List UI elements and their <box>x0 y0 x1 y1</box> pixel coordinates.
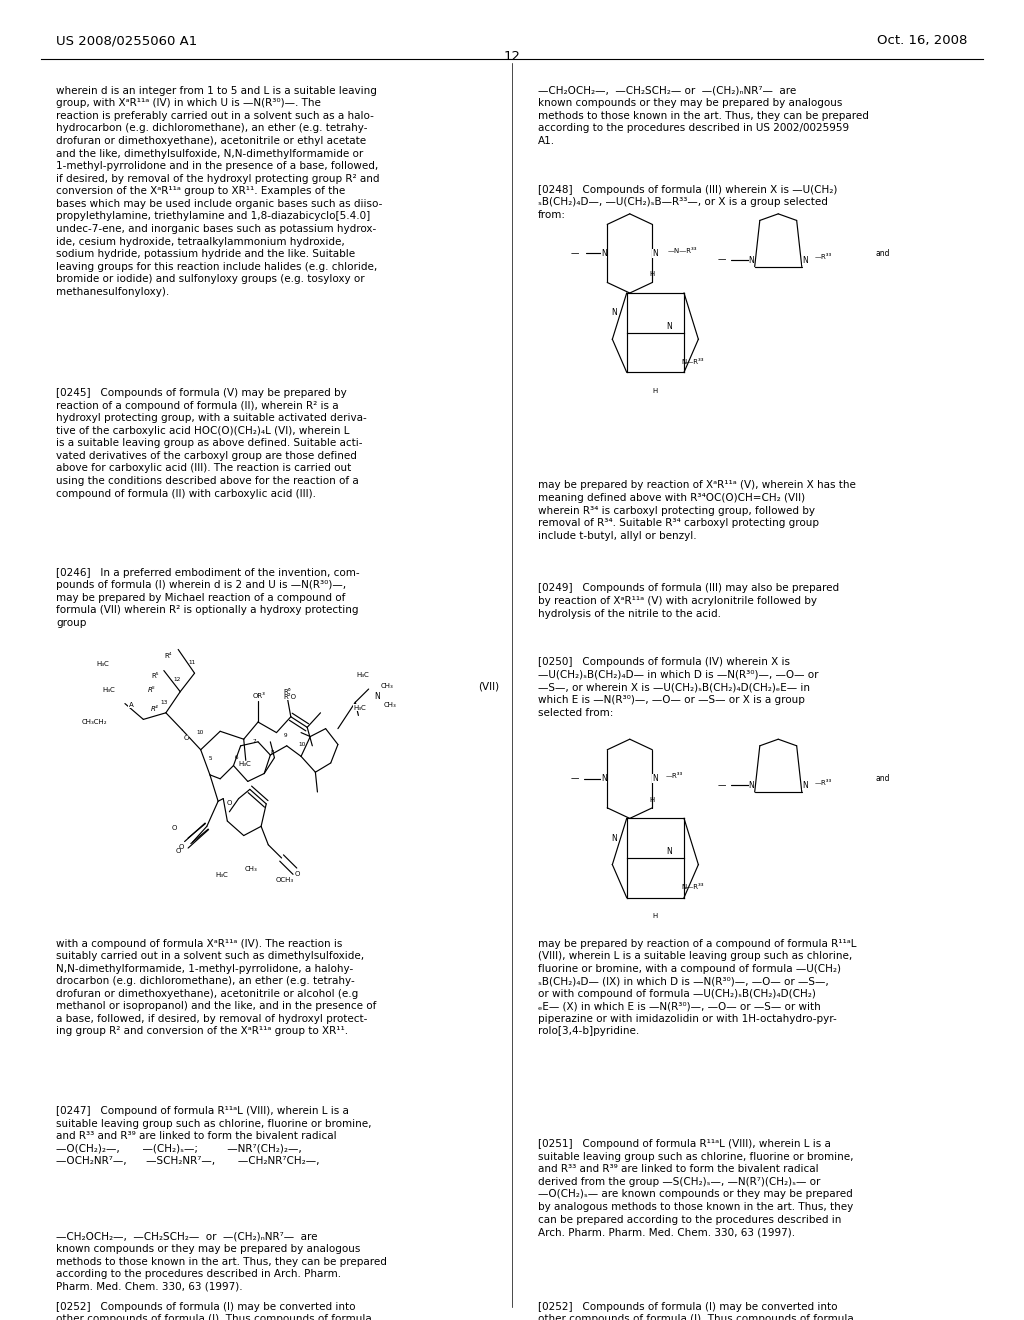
Text: H₃C: H₃C <box>96 660 109 667</box>
Text: CH₃: CH₃ <box>384 702 396 708</box>
Text: N—R³³: N—R³³ <box>681 884 703 890</box>
Text: —R³³: —R³³ <box>815 780 833 785</box>
Text: N: N <box>652 249 658 257</box>
Text: [0249]   Compounds of formula (III) may also be prepared
by reaction of XᵃR¹¹ᵃ (: [0249] Compounds of formula (III) may al… <box>538 583 839 619</box>
Text: 6: 6 <box>232 755 239 760</box>
Text: O: O <box>175 849 181 854</box>
Text: H₃C: H₃C <box>356 672 369 677</box>
Text: [0250]   Compounds of formula (IV) wherein X is
—U(CH₂)ₛB(CH₂)₄D— in which D is : [0250] Compounds of formula (IV) wherein… <box>538 657 818 718</box>
Text: 8: 8 <box>268 750 274 755</box>
Text: O: O <box>171 825 177 830</box>
Text: O: O <box>226 800 232 805</box>
Text: H: H <box>649 271 655 277</box>
Text: N: N <box>601 249 607 257</box>
Text: H₃C: H₃C <box>102 688 115 693</box>
Text: OCH₃: OCH₃ <box>275 878 294 883</box>
Text: R⁵: R⁵ <box>152 673 159 678</box>
Text: with a compound of formula XᵃR¹¹ᵃ (IV). The reaction is
suitably carried out in : with a compound of formula XᵃR¹¹ᵃ (IV). … <box>56 939 377 1036</box>
Text: N: N <box>601 775 607 783</box>
Text: and: and <box>876 249 890 257</box>
Text: may be prepared by reaction of a compound of formula R¹¹ᵃL
(VIII), wherein L is : may be prepared by reaction of a compoun… <box>538 939 856 1036</box>
Text: wherein d is an integer from 1 to 5 and L is a suitable leaving
group, with XᵃR¹: wherein d is an integer from 1 to 5 and … <box>56 86 383 297</box>
Text: H: H <box>649 796 655 803</box>
Text: 12: 12 <box>173 677 181 682</box>
Text: O: O <box>183 735 189 741</box>
Text: R⁴: R⁴ <box>152 706 159 711</box>
Text: R⁵: R⁵ <box>148 688 156 693</box>
Text: N: N <box>802 781 808 789</box>
Text: 5: 5 <box>207 756 213 762</box>
Text: —N—R³³: —N—R³³ <box>668 248 697 253</box>
Text: 10: 10 <box>298 742 306 747</box>
Text: 10: 10 <box>196 730 204 735</box>
Text: —CH₂OCH₂—,  —CH₂SCH₂—  or  —(CH₂)ₙNR⁷—  are
known compounds or they may be prepa: —CH₂OCH₂—, —CH₂SCH₂— or —(CH₂)ₙNR⁷— are … <box>56 1232 387 1292</box>
Text: H₃C: H₃C <box>354 705 367 710</box>
Text: OR³: OR³ <box>253 693 265 698</box>
Text: N: N <box>666 322 672 330</box>
Text: [0248]   Compounds of formula (III) wherein X is —U(CH₂)
ₛB(CH₂)₄D—, —U(CH₂)ₛB—R: [0248] Compounds of formula (III) wherei… <box>538 185 837 220</box>
Text: CH₃: CH₃ <box>245 866 257 871</box>
Text: CH₃CH₂: CH₃CH₂ <box>82 719 108 725</box>
Text: 13: 13 <box>160 700 168 705</box>
Text: may be prepared by reaction of XᵃR¹¹ᵃ (V), wherein X has the
meaning defined abo: may be prepared by reaction of XᵃR¹¹ᵃ (V… <box>538 480 855 541</box>
Text: N: N <box>802 256 808 264</box>
Text: (VII): (VII) <box>478 681 500 692</box>
Text: [0252]   Compounds of formula (I) may be converted into
other compounds of formu: [0252] Compounds of formula (I) may be c… <box>538 1302 853 1320</box>
Text: —: — <box>570 249 579 257</box>
Text: N: N <box>749 781 755 789</box>
Text: N—R³³: N—R³³ <box>681 359 703 364</box>
Text: 11: 11 <box>188 660 197 665</box>
Text: —: — <box>718 781 726 789</box>
Text: [0252]   Compounds of formula (I) may be converted into
other compounds of formu: [0252] Compounds of formula (I) may be c… <box>56 1302 372 1320</box>
Text: and: and <box>876 775 890 783</box>
Text: 7: 7 <box>251 739 257 744</box>
Text: US 2008/0255060 A1: US 2008/0255060 A1 <box>56 34 198 48</box>
Text: —CH₂OCH₂—,  —CH₂SCH₂— or  —(CH₂)ₙNR⁷—  are
known compounds or they may be prepar: —CH₂OCH₂—, —CH₂SCH₂— or —(CH₂)ₙNR⁷— are … <box>538 86 868 147</box>
Text: R⁶: R⁶ <box>283 689 291 694</box>
Text: [0247]   Compound of formula R¹¹ᵃL (VIII), wherein L is a
suitable leaving group: [0247] Compound of formula R¹¹ᵃL (VIII),… <box>56 1106 372 1167</box>
Text: 12: 12 <box>504 50 520 63</box>
Text: —: — <box>570 775 579 783</box>
Text: Oct. 16, 2008: Oct. 16, 2008 <box>878 34 968 48</box>
Text: [0251]   Compound of formula R¹¹ᵃL (VIII), wherein L is a
suitable leaving group: [0251] Compound of formula R¹¹ᵃL (VIII),… <box>538 1139 853 1237</box>
Text: R²O: R²O <box>284 694 296 700</box>
Text: A: A <box>129 702 133 708</box>
Text: CH₃: CH₃ <box>381 684 393 689</box>
Text: —R³³: —R³³ <box>666 774 683 779</box>
Text: H: H <box>652 388 658 395</box>
Text: O: O <box>294 871 300 876</box>
Text: [0246]   In a preferred embodiment of the invention, com-
pounds of formula (I) : [0246] In a preferred embodiment of the … <box>56 568 360 628</box>
Text: N: N <box>374 693 380 701</box>
Text: N: N <box>666 847 672 855</box>
Text: H₃C: H₃C <box>216 873 228 878</box>
Text: N: N <box>611 309 617 317</box>
Text: N: N <box>749 256 755 264</box>
Text: 9: 9 <box>282 733 288 738</box>
Text: —: — <box>718 256 726 264</box>
Text: O: O <box>178 845 184 850</box>
Text: H: H <box>652 913 658 920</box>
Text: [0245]   Compounds of formula (V) may be prepared by
reaction of a compound of f: [0245] Compounds of formula (V) may be p… <box>56 388 367 499</box>
Text: N: N <box>611 834 617 842</box>
Text: N: N <box>652 775 658 783</box>
Text: H₃C: H₃C <box>239 762 251 767</box>
Text: —R³³: —R³³ <box>815 255 833 260</box>
Text: R⁴: R⁴ <box>165 653 172 659</box>
